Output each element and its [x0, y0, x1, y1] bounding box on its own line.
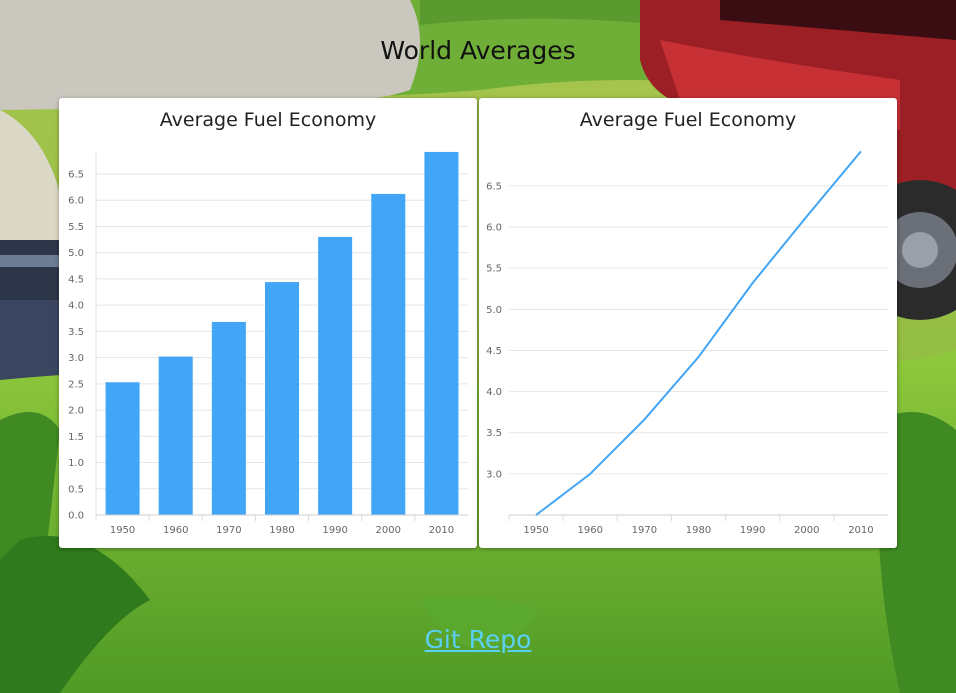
line-series — [535, 150, 862, 516]
line-y-tick-label: 5.0 — [486, 305, 502, 316]
line-x-tick-label: 1970 — [632, 525, 657, 536]
bar-y-tick-label: 5.0 — [68, 248, 84, 259]
bar-y-tick-label: 4.5 — [68, 274, 84, 285]
bar-y-tick-label: 3.0 — [68, 353, 84, 364]
bar-1980 — [264, 282, 300, 515]
bar-2000 — [371, 193, 406, 515]
bar-1990 — [318, 236, 353, 516]
line-x-tick-label: 1960 — [577, 525, 602, 536]
bar-x-tick-label: 1970 — [216, 525, 241, 536]
line-chart-title: Average Fuel Economy — [579, 109, 797, 131]
bar-y-tick-label: 2.5 — [68, 379, 84, 390]
bar-x-tick-label: 1950 — [110, 525, 135, 536]
page-title: World Averages — [380, 36, 576, 65]
line-y-tick-label: 3.0 — [486, 469, 502, 480]
bar-y-tick-label: 5.5 — [68, 222, 84, 233]
bar-1960 — [158, 356, 193, 515]
bar-1950 — [105, 382, 140, 515]
line-chart-card: Average Fuel Economy 3.0 3.5 4.0 4.5 5.0 5.5 6… — [479, 98, 897, 548]
line-y-tick-label: 3.5 — [486, 428, 502, 439]
bar-chart-title: Average Fuel Economy — [159, 109, 377, 131]
line-x-tick-label: 2010 — [848, 525, 873, 536]
bar-chart-card: Average Fuel Economy 0.0 0.5 1.0 1.5 2.0 2.5 3… — [59, 98, 477, 548]
line-chart: 3.0 3.5 4.0 4.5 5.0 5.5 6.0 6.5 1950 1960 1970 1980… — [486, 150, 888, 536]
bar-x-tick-label: 1960 — [163, 525, 188, 536]
bar-y-tick-label: 6.5 — [68, 169, 84, 180]
bar-x-tick-label: 2010 — [429, 525, 454, 536]
bar-y-tick-label: 0.0 — [68, 511, 84, 522]
bar-2010 — [424, 151, 459, 515]
line-x-tick-label: 1980 — [686, 525, 711, 536]
bar-chart: 0.0 0.5 1.0 1.5 2.0 2.5 3.0 3.5 4.0 4.5 5.0 5.5 6.0 6… — [68, 151, 468, 536]
bar-y-tick-label: 4.0 — [68, 301, 84, 312]
bar-y-tick-label: 0.5 — [68, 484, 84, 495]
bar-y-tick-label: 6.0 — [68, 196, 84, 207]
bar-x-tick-label: 1980 — [269, 525, 294, 536]
bar-x-tick-label: 1990 — [322, 525, 347, 536]
line-x-tick-label: 2000 — [794, 525, 819, 536]
bar-y-tick-label: 2.0 — [68, 406, 84, 417]
bar-y-tick-label: 3.5 — [68, 327, 84, 338]
bar-y-tick-label: 1.0 — [68, 458, 84, 469]
bar-1970 — [211, 321, 246, 515]
line-y-tick-label: 4.5 — [486, 346, 502, 357]
line-x-tick-label: 1950 — [523, 525, 548, 536]
line-y-tick-label: 4.0 — [486, 387, 502, 398]
line-y-tick-label: 6.0 — [486, 223, 502, 234]
git-repo-link[interactable]: Git Repo — [424, 625, 532, 654]
line-x-tick-label: 1990 — [740, 525, 765, 536]
line-y-tick-label: 5.5 — [486, 264, 502, 275]
bar-y-tick-label: 1.5 — [68, 432, 84, 443]
bar-x-tick-label: 2000 — [376, 525, 401, 536]
line-y-tick-label: 6.5 — [486, 181, 502, 192]
